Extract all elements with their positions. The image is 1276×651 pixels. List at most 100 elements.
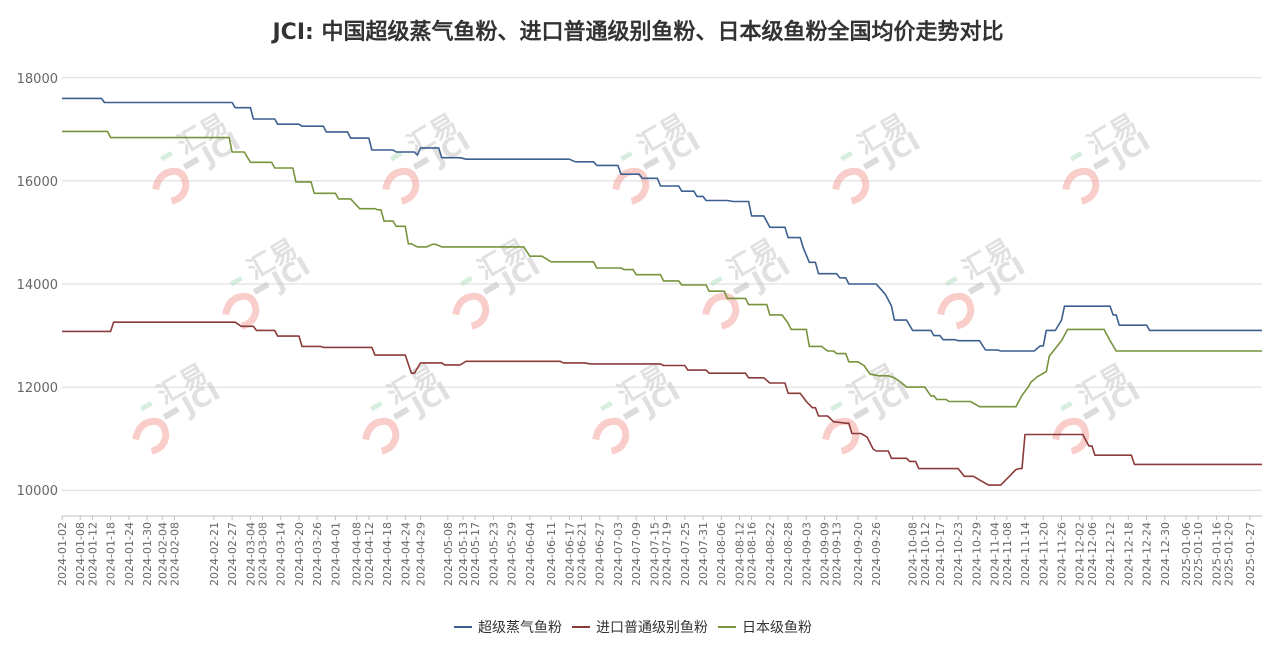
legend-label: 超级蒸气鱼粉 bbox=[478, 619, 562, 636]
watermark-swoosh bbox=[1062, 167, 1100, 205]
legend[interactable]: 超级蒸气鱼粉 进口普通级别鱼粉 日本级鱼粉 bbox=[454, 619, 812, 636]
watermark-green-bar bbox=[1059, 400, 1073, 412]
x-tick-label: 2024-09-09 bbox=[819, 522, 832, 586]
watermark-green-bar bbox=[839, 150, 853, 162]
x-tick-label: 2024-09-26 bbox=[870, 522, 883, 586]
x-tick-label: 2024-07-31 bbox=[697, 522, 710, 586]
x-tick-label: 2024-04-18 bbox=[381, 522, 394, 586]
watermark-swoosh bbox=[222, 292, 260, 330]
x-tick-label: 2024-03-08 bbox=[257, 522, 270, 586]
legend-item[interactable]: 超级蒸气鱼粉 bbox=[454, 619, 562, 636]
x-tick-label: 2024-01-02 bbox=[56, 522, 69, 586]
x-tick-label: 2024-09-13 bbox=[831, 522, 844, 586]
x-tick-label: 2024-08-22 bbox=[764, 522, 777, 586]
watermark-swoosh bbox=[152, 167, 190, 205]
chart-title: JCI: 中国超级蒸气鱼粉、进口普通级别鱼粉、日本级鱼粉全国均价走势对比 bbox=[272, 20, 1004, 45]
x-tick-label: 2024-03-20 bbox=[293, 522, 306, 586]
legend-item[interactable]: 进口普通级别鱼粉 bbox=[572, 619, 708, 636]
watermark-green-bar bbox=[944, 275, 958, 287]
x-tick-label: 2024-04-29 bbox=[414, 522, 427, 586]
x-tick-label: 2024-01-30 bbox=[141, 522, 154, 586]
x-tick-label: 2024-12-12 bbox=[1104, 522, 1117, 586]
x-tick-label: 2024-05-23 bbox=[487, 522, 500, 586]
x-tick-label: 2024-07-25 bbox=[679, 522, 692, 586]
x-tick-label: 2024-01-08 bbox=[74, 522, 87, 586]
watermark-green-bar bbox=[599, 400, 613, 412]
watermark-bar bbox=[392, 406, 410, 420]
x-tick-label: 2024-10-23 bbox=[952, 522, 965, 586]
legend-item[interactable]: 日本级鱼粉 bbox=[718, 619, 812, 636]
watermark-green-bar bbox=[139, 400, 153, 412]
watermark-bar bbox=[182, 156, 200, 170]
y-tick-label: 12000 bbox=[17, 381, 58, 396]
watermark-bar bbox=[252, 281, 270, 295]
x-tick-label: 2024-11-04 bbox=[989, 522, 1002, 586]
x-tick-label: 2024-05-17 bbox=[469, 522, 482, 586]
x-tick-label: 2024-11-20 bbox=[1037, 522, 1050, 586]
watermark-swoosh bbox=[1052, 417, 1090, 455]
watermark-swoosh bbox=[832, 167, 870, 205]
watermark-bar bbox=[967, 281, 985, 295]
series-lines bbox=[62, 97, 1262, 486]
x-tick-label: 2024-04-12 bbox=[363, 522, 376, 586]
x-tick-label: 2024-06-17 bbox=[563, 522, 576, 586]
x-tick-label: 2024-03-26 bbox=[311, 522, 324, 586]
watermark-green-bar bbox=[369, 400, 383, 412]
watermark-bar bbox=[622, 406, 640, 420]
watermark-swoosh bbox=[452, 292, 490, 330]
x-tick-label: 2024-09-03 bbox=[800, 522, 813, 586]
x-tick-label: 2024-02-04 bbox=[156, 522, 169, 586]
x-tick-label: 2024-07-15 bbox=[648, 522, 661, 586]
series-line-2 bbox=[62, 321, 1262, 486]
x-tick-label: 2024-12-18 bbox=[1122, 522, 1135, 586]
x-tick-label: 2024-08-16 bbox=[746, 522, 759, 586]
x-tick-label: 2024-05-08 bbox=[442, 522, 455, 586]
series-line-3 bbox=[62, 130, 1262, 408]
x-tick-label: 2024-06-04 bbox=[524, 522, 537, 586]
watermark-swoosh bbox=[612, 167, 650, 205]
x-tick-label: 2024-07-03 bbox=[612, 522, 625, 586]
x-tick-label: 2024-08-12 bbox=[733, 522, 746, 586]
watermark-green-bar bbox=[389, 150, 403, 162]
x-tick-label: 2024-04-08 bbox=[351, 522, 364, 586]
x-tick-label: 2024-10-12 bbox=[919, 522, 932, 586]
x-tick-label: 2024-10-08 bbox=[907, 522, 920, 586]
watermark-swoosh bbox=[937, 292, 975, 330]
watermark-bar bbox=[1082, 406, 1100, 420]
x-tick-label: 2024-06-27 bbox=[594, 522, 607, 586]
x-tick-label: 2024-02-08 bbox=[168, 522, 181, 586]
x-tick-label: 2024-08-06 bbox=[715, 522, 728, 586]
watermark-bar bbox=[412, 156, 430, 170]
y-tick-label: 10000 bbox=[17, 484, 58, 499]
y-tick-label: 18000 bbox=[17, 72, 58, 87]
x-tick-label: 2025-01-20 bbox=[1223, 522, 1236, 586]
watermark-swoosh bbox=[132, 417, 170, 455]
x-tick-label: 2024-01-24 bbox=[123, 522, 136, 586]
watermark-swoosh bbox=[822, 417, 860, 455]
series-line-1 bbox=[62, 97, 1262, 352]
legend-label: 进口普通级别鱼粉 bbox=[596, 619, 708, 636]
watermark-green-bar bbox=[229, 275, 243, 287]
x-tick-label: 2024-07-09 bbox=[630, 522, 643, 586]
x-tick-label: 2024-11-14 bbox=[1019, 522, 1032, 586]
watermark-swoosh bbox=[702, 292, 740, 330]
x-tick-label: 2024-10-17 bbox=[934, 522, 947, 586]
x-tick-label: 2024-12-30 bbox=[1159, 522, 1172, 586]
x-tick-label: 2024-03-04 bbox=[244, 522, 257, 586]
x-tick-label: 2024-09-20 bbox=[852, 522, 865, 586]
x-tick-label: 2024-04-24 bbox=[399, 522, 412, 586]
watermark-bar bbox=[732, 281, 750, 295]
x-tick-label: 2024-06-11 bbox=[545, 522, 558, 586]
